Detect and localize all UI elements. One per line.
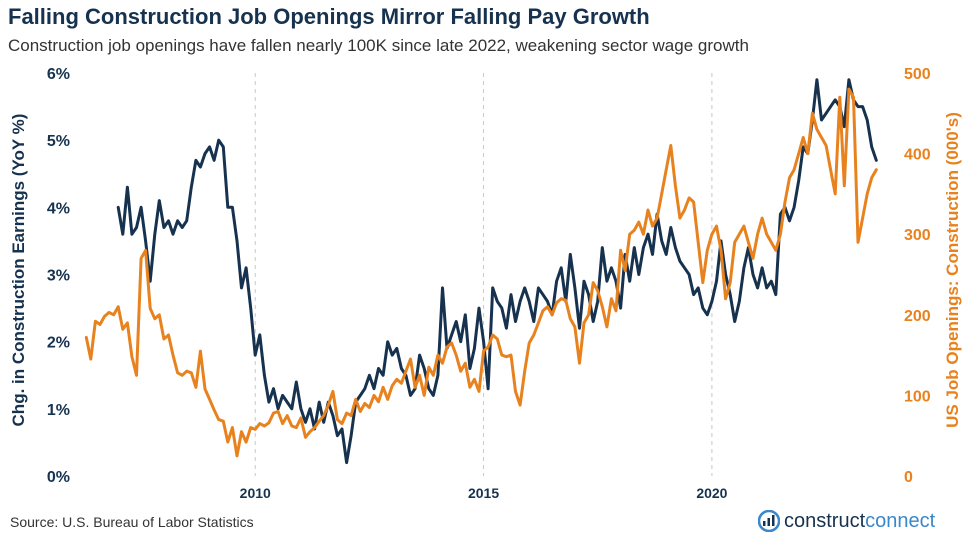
logo-word-connect: connect [865, 509, 936, 532]
constructconnect-logo-icon [758, 510, 780, 532]
x-tick-label: 2015 [468, 485, 499, 501]
x-tick-labels: 2010 2015 2020 [240, 485, 728, 501]
left-tick-label: 0% [47, 469, 70, 486]
vertical-gridlines [254, 73, 713, 476]
series-lines [84, 78, 878, 465]
right-tick-label: 200 [904, 308, 931, 325]
left-axis-label: Chg. in Construction Earnings (YoY %) [9, 114, 28, 427]
left-tick-label: 1% [47, 402, 70, 419]
series-line-earnings [116, 78, 878, 465]
x-tick-label: 2010 [240, 485, 271, 501]
left-tick-label: 5% [47, 133, 70, 150]
right-tick-label: 400 [904, 147, 931, 164]
logo-word-construct: construct [784, 509, 866, 532]
series-line-job-openings [84, 87, 878, 458]
chart-title: Falling Construction Job Openings Mirror… [8, 4, 650, 29]
left-tick-label: 4% [47, 200, 70, 217]
right-tick-label: 500 [904, 66, 931, 83]
brand-logo: construct connect [758, 508, 935, 534]
source-note: Source: U.S. Bureau of Labor Statistics [10, 514, 254, 530]
right-tick-labels: 0 100 200 300 400 500 [904, 66, 931, 486]
left-tick-label: 2% [47, 335, 70, 352]
left-tick-label: 6% [47, 66, 70, 83]
x-tick-label: 2020 [696, 485, 727, 501]
right-tick-label: 100 [904, 388, 931, 405]
right-axis-label: US Job Openings: Construction (000's) [943, 112, 962, 428]
left-tick-label: 3% [47, 268, 70, 285]
right-tick-label: 300 [904, 227, 931, 244]
right-tick-label: 0 [904, 469, 913, 486]
left-tick-labels: 0% 1% 2% 3% 4% 5% 6% [47, 66, 70, 486]
chart-subtitle: Construction job openings have fallen ne… [8, 36, 749, 55]
